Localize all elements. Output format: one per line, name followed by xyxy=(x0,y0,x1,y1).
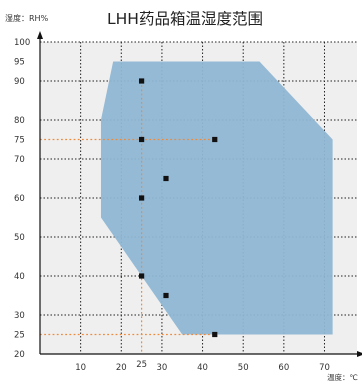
axes-layer xyxy=(37,31,362,357)
y-tick-label-60: 60 xyxy=(14,194,25,204)
x-tick-label-70: 70 xyxy=(319,363,330,373)
data-point-2 xyxy=(139,195,145,201)
x-tick-label-40: 40 xyxy=(197,363,208,373)
data-point-1 xyxy=(139,136,145,143)
data-point-0 xyxy=(139,78,145,84)
y-axis-label: 湿度：RH% xyxy=(5,13,49,23)
y-tick-label-90: 90 xyxy=(14,77,25,87)
x-tick-label-30: 30 xyxy=(157,363,168,373)
y-tick-label-30: 30 xyxy=(14,311,25,321)
x-axis-label: 温度：℃ xyxy=(327,372,358,382)
y-tick-label-40: 40 xyxy=(14,272,25,282)
y-tick-label-20: 20 xyxy=(14,350,25,360)
data-point-4 xyxy=(163,175,169,182)
x-axis-arrow xyxy=(357,351,362,357)
x-tick-label-50: 50 xyxy=(238,363,249,373)
reference-lines xyxy=(40,81,215,354)
y-axis-arrow xyxy=(37,31,43,39)
data-point-5 xyxy=(163,292,169,299)
y-tick-label-50: 50 xyxy=(14,233,25,243)
x-tick-label-60: 60 xyxy=(278,363,289,373)
tick-labels: 10 20 25 30 40 50 60 70 20 25 30 40 50 60 70 75 80 90 95 10… xyxy=(14,38,330,373)
data-point-3 xyxy=(139,273,145,279)
points-layer xyxy=(139,78,218,338)
data-point-7 xyxy=(212,331,218,338)
chart-title: LHH药品箱温湿度范围 xyxy=(107,10,263,28)
y-tick-label-95: 95 xyxy=(14,58,25,68)
data-point-6 xyxy=(212,136,218,143)
range-region-layer xyxy=(100,61,333,335)
y-tick-label-25: 25 xyxy=(14,331,25,341)
y-tick-label-80: 80 xyxy=(14,116,25,126)
x-tick-label-25: 25 xyxy=(136,360,147,370)
humidity-temperature-range-area xyxy=(100,61,333,335)
x-tick-label-20: 20 xyxy=(116,363,127,373)
y-tick-label-100: 100 xyxy=(14,38,30,48)
x-tick-label-10: 10 xyxy=(75,363,86,373)
y-tick-label-70: 70 xyxy=(14,155,25,165)
y-tick-label-75: 75 xyxy=(14,136,25,146)
plot-group: 10 20 25 30 40 50 60 70 20 25 30 40 50 60 70 75 80 90 95 10… xyxy=(14,31,362,373)
